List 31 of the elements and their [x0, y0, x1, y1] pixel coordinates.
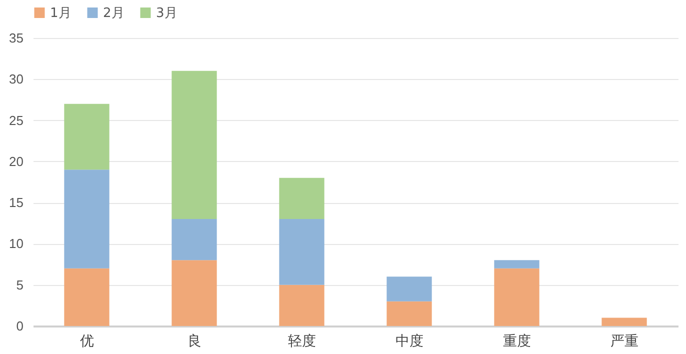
y-tick-label: 10 — [9, 236, 24, 252]
x-tick-label: 严重 — [610, 334, 638, 350]
y-tick-label: 15 — [9, 195, 24, 210]
bar — [494, 260, 540, 268]
bar — [386, 301, 432, 326]
bar — [172, 260, 217, 326]
x-tick-label: 中度 — [395, 334, 424, 350]
x-tick-label: 优 — [80, 334, 94, 350]
x-tick-label: 良 — [187, 334, 202, 350]
y-tick-label: 30 — [9, 72, 24, 87]
bar — [602, 318, 647, 326]
bar — [279, 284, 324, 326]
legend-label: 3月 — [156, 6, 178, 21]
bar — [279, 219, 324, 285]
bar — [172, 70, 217, 220]
legend-label: 2月 — [103, 6, 124, 21]
x-tick-label: 重度 — [502, 334, 531, 350]
y-tick-label: 5 — [16, 277, 24, 292]
y-tick-label: 25 — [9, 112, 24, 128]
bar — [172, 219, 217, 260]
y-tick-label: 20 — [9, 154, 24, 169]
y-tick-label: 0 — [16, 318, 24, 334]
bar — [64, 170, 110, 268]
legend-label: 1月 — [50, 6, 72, 21]
bar — [64, 268, 110, 326]
bar — [494, 268, 540, 326]
x-tick-label: 轻度 — [288, 334, 316, 350]
bar — [64, 104, 110, 170]
bar — [279, 178, 324, 220]
bar — [386, 276, 432, 302]
y-tick-label: 35 — [9, 30, 24, 46]
